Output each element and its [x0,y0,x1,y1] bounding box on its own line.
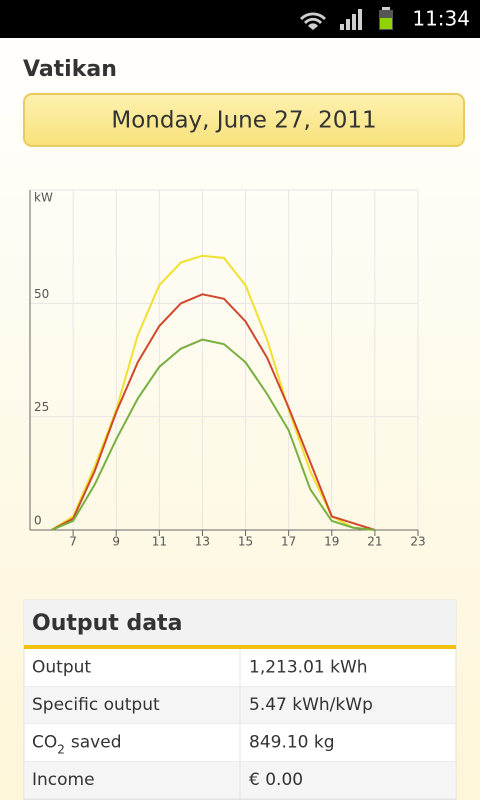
series-line [51,293,376,531]
series-line [51,254,375,531]
row-value: 1,213.01 kWh [249,658,368,678]
x-tick-label: 7 [69,535,77,549]
date-label: Monday, June 27, 2011 [111,108,376,134]
status-bar [0,0,480,38]
series-line [51,338,375,531]
status-icons [300,7,393,30]
x-tick-label: 11 [152,535,167,549]
table-header [24,600,456,646]
x-tick-label: 21 [367,535,382,549]
x-tick-label: 15 [238,535,253,549]
y-tick-label: 50 [34,287,49,301]
date-selector[interactable] [23,93,465,147]
table-title: Output data [32,611,182,636]
row-value: € 0.00 [249,770,303,790]
x-tick-label: 23 [410,535,425,549]
row-label: Output [32,658,91,678]
label-part: CO [32,733,57,753]
row-value: 5.47 kWh/kWp [249,695,373,715]
x-tick-label: 17 [281,535,296,549]
row-label: Specific output [32,695,160,715]
y-axis-label: kW [34,191,53,205]
x-tick-label: 9 [112,535,120,549]
row-label: Income [32,770,95,790]
status-time: 11:34 [412,7,470,31]
location-title: Vatikan [23,57,117,82]
y-tick-label: 0 [34,514,42,528]
label-part: saved [71,733,122,753]
header-rule [24,645,456,649]
row-value: 849.10 kg [249,733,335,753]
y-tick-label: 25 [34,400,49,414]
row-label: CO2 saved [32,733,122,757]
label-part: 2 [57,742,65,756]
x-tick-label: 13 [195,535,210,549]
x-tick-label: 19 [324,535,339,549]
